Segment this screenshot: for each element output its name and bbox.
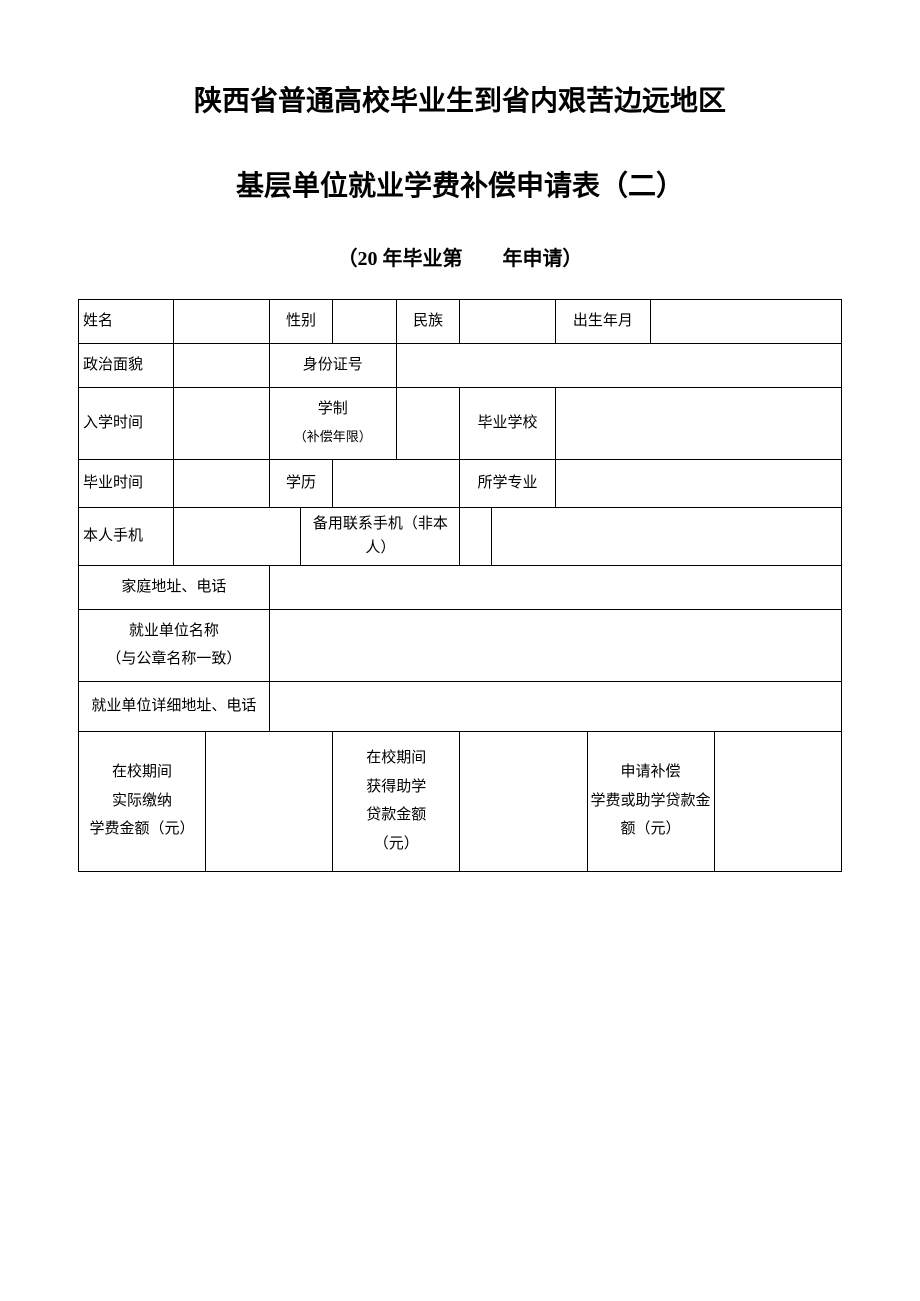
label-loan-l4: （元）: [374, 836, 419, 852]
label-loan: 在校期间 获得助学 贷款金额 （元）: [333, 731, 460, 871]
label-apply-l1: 申请补偿: [621, 764, 681, 780]
title-line-1: 陕西省普通高校毕业生到省内艰苦边远地区: [78, 80, 842, 125]
subtitle: （20 年毕业第 年申请）: [78, 242, 842, 271]
value-major[interactable]: [555, 459, 841, 507]
label-phone: 本人手机: [79, 507, 174, 565]
value-employer-addr[interactable]: [269, 681, 841, 731]
value-backup-phone[interactable]: [492, 507, 842, 565]
label-loan-l3: 贷款金额: [366, 807, 426, 823]
value-name[interactable]: [174, 299, 269, 343]
label-employer-name-l2: （与公章名称一致）: [106, 651, 241, 667]
label-grad-time: 毕业时间: [79, 459, 174, 507]
value-id-number[interactable]: [396, 343, 841, 387]
label-grad-school: 毕业学校: [460, 387, 555, 459]
application-form-table: 姓名 性别 民族 出生年月 政治面貌 身份证号 入学时间 学制 （补偿年限） 毕…: [78, 299, 842, 872]
value-phone[interactable]: [174, 507, 301, 565]
value-tuition-paid[interactable]: [206, 731, 333, 871]
value-grad-time[interactable]: [174, 459, 269, 507]
label-schooling-note: （补偿年限）: [294, 429, 372, 444]
label-employer-name: 就业单位名称 （与公章名称一致）: [79, 609, 270, 681]
value-loan[interactable]: [460, 731, 587, 871]
label-tuition-paid: 在校期间 实际缴纳 学费金额（元）: [79, 731, 206, 871]
value-birth[interactable]: [651, 299, 842, 343]
value-ethnicity[interactable]: [460, 299, 555, 343]
value-grad-school[interactable]: [555, 387, 841, 459]
label-name: 姓名: [79, 299, 174, 343]
label-home-addr: 家庭地址、电话: [79, 565, 270, 609]
label-birth: 出生年月: [555, 299, 650, 343]
label-backup-phone: 备用联系手机（非本人）: [301, 507, 460, 565]
value-political[interactable]: [174, 343, 269, 387]
value-backup-phone-gap: [460, 507, 492, 565]
label-degree: 学历: [269, 459, 333, 507]
value-degree[interactable]: [333, 459, 460, 507]
value-gender[interactable]: [333, 299, 397, 343]
label-tuition-paid-l3: 学费金额（元）: [90, 821, 195, 837]
label-political: 政治面貌: [79, 343, 174, 387]
label-tuition-paid-l2: 实际缴纳: [112, 793, 172, 809]
label-employer-addr: 就业单位详细地址、电话: [79, 681, 270, 731]
title-line-2: 基层单位就业学费补偿申请表（二）: [78, 165, 842, 210]
value-employer-name[interactable]: [269, 609, 841, 681]
value-home-addr[interactable]: [269, 565, 841, 609]
label-schooling-main: 学制: [318, 401, 348, 417]
label-tuition-paid-l1: 在校期间: [112, 764, 172, 780]
label-ethnicity: 民族: [396, 299, 460, 343]
label-loan-l2: 获得助学: [366, 779, 426, 795]
value-schooling[interactable]: [396, 387, 460, 459]
value-apply[interactable]: [714, 731, 841, 871]
label-enroll-time: 入学时间: [79, 387, 174, 459]
label-loan-l1: 在校期间: [366, 750, 426, 766]
label-id-number: 身份证号: [269, 343, 396, 387]
value-enroll-time[interactable]: [174, 387, 269, 459]
label-employer-name-l1: 就业单位名称: [129, 623, 219, 639]
label-schooling: 学制 （补偿年限）: [269, 387, 396, 459]
label-apply: 申请补偿 学费或助学贷款金额（元）: [587, 731, 714, 871]
label-gender: 性别: [269, 299, 333, 343]
label-apply-l2: 学费或助学贷款金额（元）: [591, 793, 711, 838]
label-major: 所学专业: [460, 459, 555, 507]
